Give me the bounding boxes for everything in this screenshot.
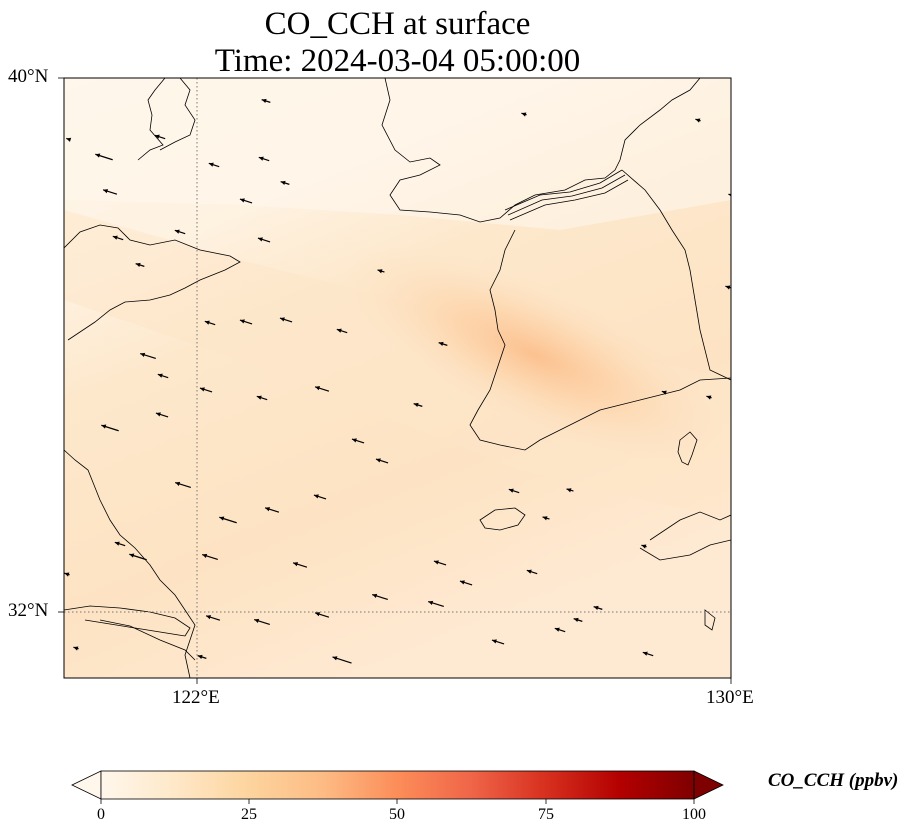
lon-tick-130e: 130°E — [706, 687, 754, 708]
colorbar-label: CO_CCH (ppbv) — [768, 770, 899, 791]
lat-tick-40n: 40°N — [8, 66, 49, 87]
wind-arrow — [197, 654, 207, 660]
colorbar-tick-0: 0 — [97, 806, 105, 823]
wind-arrow — [413, 402, 423, 408]
wind-arrow — [202, 553, 218, 561]
wind-arrow — [199, 387, 213, 393]
wind-arrow — [642, 651, 654, 657]
coastlines — [64, 78, 731, 678]
axis-tick-marks — [58, 77, 732, 684]
colorbar-min-extend — [71, 770, 102, 800]
wind-arrow — [280, 180, 290, 186]
wind-arrow — [73, 646, 79, 651]
wind-arrow — [554, 627, 566, 633]
wind-arrow — [239, 319, 253, 325]
lat-tick-32n: 32°N — [8, 600, 49, 621]
wind-arrow — [174, 229, 186, 235]
wind-arrow — [377, 269, 385, 274]
map-frame — [63, 77, 732, 679]
wind-arrow — [542, 516, 550, 521]
wind-arrow — [433, 560, 447, 566]
wind-arrow — [508, 488, 520, 494]
wind-arrow — [154, 134, 166, 140]
wind-arrow — [66, 137, 72, 142]
wind-arrow — [129, 553, 147, 561]
colorbar-tick-50: 50 — [389, 806, 405, 823]
wind-arrow — [351, 438, 365, 444]
map-title-line1: CO_CCH at surface — [264, 6, 531, 42]
wind-arrow — [292, 562, 308, 568]
wind-arrow — [157, 373, 169, 379]
wind-arrow — [239, 198, 253, 204]
colorbar-tick-25: 25 — [241, 806, 257, 823]
map-plot-area — [64, 78, 731, 678]
wind-arrow — [95, 153, 113, 161]
wind-arrow — [175, 481, 191, 489]
wind-arrow — [254, 618, 270, 626]
wind-arrow — [521, 112, 527, 117]
wind-arrow — [313, 494, 327, 500]
colorbar-gradient — [101, 771, 694, 799]
clean-air-region — [64, 78, 731, 230]
wind-arrow — [257, 237, 271, 243]
wind-arrow — [101, 424, 119, 432]
wind-arrow — [102, 189, 118, 195]
wind-arrow — [695, 118, 701, 123]
wind-arrow — [336, 328, 348, 334]
wind-arrow — [706, 395, 712, 400]
wind-arrow — [64, 572, 70, 577]
wind-arrow — [279, 317, 293, 323]
colorbar-tick-75: 75 — [538, 806, 554, 823]
wind-arrow — [208, 162, 220, 168]
wind-arrow — [261, 98, 271, 104]
colorbar-frame — [100, 770, 695, 800]
wind-arrow — [641, 544, 647, 549]
wind-arrow — [114, 541, 126, 547]
wind-arrow — [112, 235, 124, 241]
wind-arrow — [332, 656, 352, 664]
wind-arrow — [135, 262, 145, 268]
wind-arrow — [264, 507, 280, 513]
map-title-line2: Time: 2024-03-04 05:00:00 — [214, 43, 581, 79]
wind-arrow — [204, 320, 216, 326]
wind-arrow — [459, 580, 473, 586]
wind-arrow — [258, 156, 270, 162]
wind-arrow — [155, 412, 169, 418]
wind-arrow — [140, 352, 156, 360]
colorbar-max-extend — [693, 770, 724, 800]
wind-arrow — [372, 593, 388, 601]
wind-vectors — [64, 98, 731, 664]
colorbar-tick-100: 100 — [682, 806, 706, 823]
wind-arrow — [256, 395, 268, 401]
lon-tick-122e: 122°E — [172, 687, 220, 708]
wind-arrow — [438, 341, 448, 347]
wind-arrow — [428, 600, 444, 608]
wind-arrow — [314, 612, 330, 618]
wind-arrow — [725, 285, 731, 290]
wind-arrow — [573, 617, 583, 623]
wind-arrow — [491, 639, 505, 645]
wind-arrow — [375, 458, 389, 464]
wind-arrow — [314, 386, 330, 392]
colorbar — [71, 770, 724, 804]
wind-arrow — [728, 193, 731, 197]
wind-arrow — [219, 516, 237, 524]
gridlines — [64, 78, 731, 678]
wind-arrow — [593, 605, 603, 611]
wind-arrow — [526, 569, 538, 575]
wind-arrow — [566, 488, 574, 493]
wind-arrow — [661, 390, 667, 395]
wind-arrow — [205, 615, 221, 621]
colorbar-tick-marks — [100, 799, 695, 804]
